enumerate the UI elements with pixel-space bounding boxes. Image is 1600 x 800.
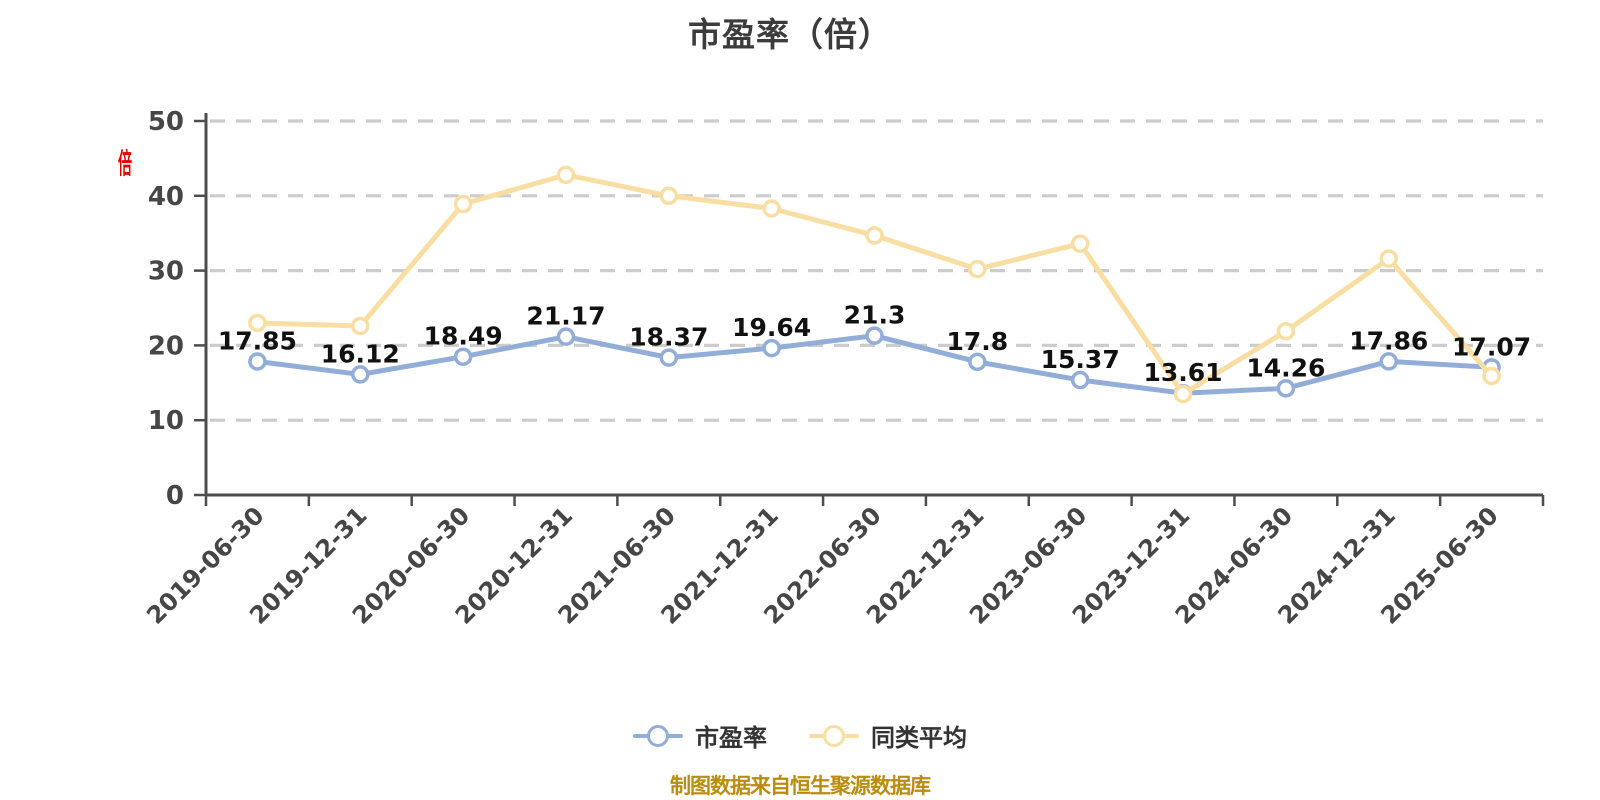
svg-text:19.64: 19.64 xyxy=(732,313,811,342)
svg-text:17.07: 17.07 xyxy=(1452,332,1531,361)
axes xyxy=(194,113,1545,506)
svg-text:14.26: 14.26 xyxy=(1246,353,1325,382)
svg-text:16.12: 16.12 xyxy=(321,339,400,368)
svg-text:30: 30 xyxy=(148,257,184,287)
peer-average-legend-label: 同类平均 xyxy=(871,724,967,752)
gridlines xyxy=(210,119,1543,422)
data-source-note: 制图数据来自恒生聚源数据库 xyxy=(670,774,931,798)
legend-item-pe[interactable]: 市盈率 xyxy=(633,718,767,753)
legend: 市盈率 同类平均 xyxy=(0,718,1600,753)
series-peer-average-line xyxy=(248,165,1501,404)
svg-text:18.37: 18.37 xyxy=(629,323,708,352)
series-pe-line xyxy=(248,326,1501,403)
svg-text:17.8: 17.8 xyxy=(947,327,1009,356)
svg-text:17.86: 17.86 xyxy=(1349,326,1428,355)
svg-text:20: 20 xyxy=(148,331,184,361)
pe-legend-marker-icon xyxy=(633,723,683,749)
svg-text:18.49: 18.49 xyxy=(424,322,503,351)
value-labels: 17.85 16.12 18.49 21.17 18.37 19.64 21.3 17.8 15… xyxy=(218,301,1531,388)
svg-text:17.85: 17.85 xyxy=(218,326,297,355)
svg-text:0: 0 xyxy=(166,481,184,511)
svg-text:21.17: 21.17 xyxy=(526,302,605,331)
chart-title: 市盈率（倍） xyxy=(688,15,892,54)
y-axis-unit-label: 倍 xyxy=(118,147,133,180)
svg-text:10: 10 xyxy=(148,406,184,436)
svg-text:40: 40 xyxy=(148,182,184,212)
svg-text:21.3: 21.3 xyxy=(844,301,906,330)
x-axis-labels: 2019-06-302019-12-312020-06-302020-12-31… xyxy=(141,501,1504,629)
pe-legend-label: 市盈率 xyxy=(695,724,767,752)
svg-text:15.37: 15.37 xyxy=(1041,345,1120,374)
y-axis-labels: 0 10 20 30 40 50 xyxy=(148,107,184,511)
peer-average-legend-marker-icon xyxy=(809,723,859,749)
svg-text:13.61: 13.61 xyxy=(1143,358,1222,387)
svg-text:50: 50 xyxy=(148,107,184,137)
legend-item-peer-average[interactable]: 同类平均 xyxy=(809,718,967,753)
